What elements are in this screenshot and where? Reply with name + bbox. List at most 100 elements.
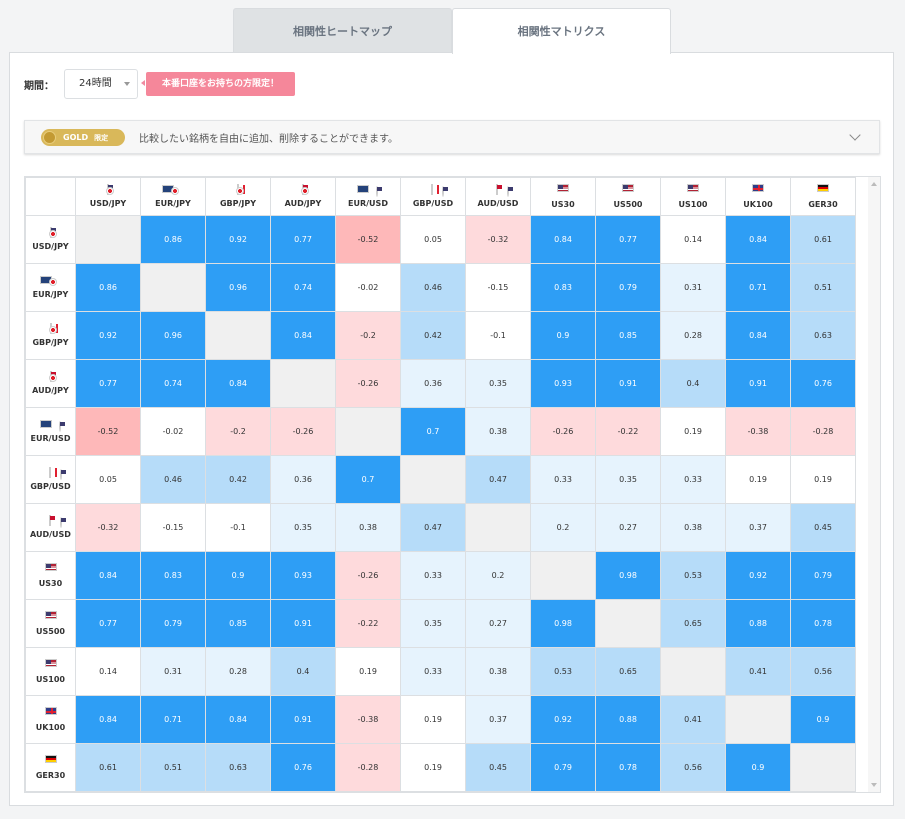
tab-correlation-heatmap[interactable]: 相関性ヒートマップ	[233, 8, 452, 53]
correlation-cell: 0.78	[595, 743, 661, 792]
correlation-cell: 0.93	[530, 359, 596, 408]
symbol-label: AUD/USD	[30, 530, 71, 539]
correlation-cell: 0.41	[660, 695, 726, 744]
correlation-cell	[270, 359, 336, 408]
correlation-cell: 0.4	[660, 359, 726, 408]
correlation-cell: 0.35	[400, 599, 466, 648]
correlation-cell: 0.37	[725, 503, 791, 552]
row-header: USD/JPY	[25, 215, 76, 264]
correlation-cell: 0.9	[205, 551, 271, 600]
correlation-cell: 0.77	[75, 359, 141, 408]
flag-pair-icon	[422, 184, 444, 197]
symbol-label: GER30	[808, 200, 838, 209]
correlation-cell: -0.26	[270, 407, 336, 456]
correlation-cell: -0.38	[335, 695, 401, 744]
correlation-cell: 0.65	[595, 647, 661, 696]
column-header: UK100	[725, 177, 791, 216]
correlation-cell: 0.42	[400, 311, 466, 360]
correlation-cell: 0.9	[725, 743, 791, 792]
matrix-panel: 期間： 24時間 本番口座をお持ちの方限定！ GOLD 限定 比較したい銘柄を自由…	[9, 52, 894, 806]
correlation-cell: 0.76	[270, 743, 336, 792]
symbol-label: US500	[36, 627, 65, 636]
correlation-cell: -0.28	[790, 407, 856, 456]
correlation-cell: 0.83	[140, 551, 206, 600]
correlation-cell: 0.46	[140, 455, 206, 504]
column-header: USD/JPY	[75, 177, 141, 216]
column-header: US30	[530, 177, 596, 216]
symbol-label: EUR/JPY	[32, 290, 69, 299]
correlation-cell: 0.35	[595, 455, 661, 504]
period-label: 期間：	[24, 81, 54, 92]
tab-correlation-matrix[interactable]: 相関性マトリクス	[452, 8, 671, 54]
row-header: UK100	[25, 695, 76, 744]
correlation-cell	[790, 743, 856, 792]
correlation-cell: 0.33	[660, 455, 726, 504]
correlation-cell: -0.26	[335, 551, 401, 600]
correlation-cell: 0.19	[400, 695, 466, 744]
row-header: AUD/JPY	[25, 359, 76, 408]
flag-pair-icon	[40, 467, 62, 480]
table-row: GER30 0.61 0.51 0.63 0.76 -0.28 0.19 0.45 0.79 0.…	[25, 743, 856, 792]
scroll-up-icon[interactable]	[871, 182, 877, 186]
correlation-cell: 0.31	[660, 263, 726, 312]
correlation-cell: 0.98	[595, 551, 661, 600]
correlation-cell: -0.22	[595, 407, 661, 456]
table-row: US500 0.77 0.79 0.85 0.91 -0.22 0.35 0.27 0.98 0.…	[25, 599, 856, 648]
table-row: GBP/USD 0.05 0.46 0.42 0.36 0.7 0.47 0.33 0.35 0.…	[25, 455, 856, 504]
flag-pair-icon	[39, 276, 62, 287]
index-marker-icon	[791, 193, 855, 198]
chevron-down-icon[interactable]	[849, 129, 861, 141]
flag-jp-icon	[48, 278, 57, 286]
flag-pair-icon	[292, 184, 314, 196]
correlation-cell: 0.27	[465, 599, 531, 648]
symbol-label: AUD/USD	[477, 199, 519, 208]
correlation-cell: 0.35	[270, 503, 336, 552]
index-marker-icon	[26, 620, 75, 625]
row-header: US100	[25, 647, 76, 696]
flag-us-icon	[376, 186, 378, 197]
correlation-cell: 0.2	[530, 503, 596, 552]
row-header: EUR/JPY	[25, 263, 76, 312]
flag-jp-icon	[48, 374, 57, 382]
gold-feature-bar[interactable]: GOLD 限定 比較したい銘柄を自由に追加、削除することができます。	[24, 120, 880, 154]
correlation-cell: -0.32	[465, 215, 531, 264]
correlation-cell: -0.02	[335, 263, 401, 312]
header-row: USD/JPY EUR/JPY GBP/JPY AUD/JPY EUR/USD GBP/U…	[25, 177, 856, 216]
gold-badge-label: GOLD	[63, 133, 89, 142]
flag-us-icon	[687, 184, 699, 192]
column-header: US500	[595, 177, 661, 216]
index-marker-icon	[531, 193, 595, 198]
symbol-label: US30	[38, 579, 63, 588]
correlation-cell: 0.38	[465, 647, 531, 696]
table-row: US30 0.84 0.83 0.9 0.93 -0.26 0.33 0.2 0.98 0.53 0…	[25, 551, 856, 600]
flag-us-icon	[44, 563, 57, 571]
correlation-cell: 0.76	[790, 359, 856, 408]
correlation-cell: 0.84	[270, 311, 336, 360]
flag-pair-icon	[40, 227, 62, 239]
column-header: AUD/USD	[465, 177, 531, 216]
symbol-label: EUR/USD	[348, 199, 388, 208]
correlation-cell: 0.77	[595, 215, 661, 264]
correlation-cell: 0.53	[530, 647, 596, 696]
correlation-cell: 0.74	[140, 359, 206, 408]
correlation-cell: 0.9	[530, 311, 596, 360]
correlation-cell: 0.77	[270, 215, 336, 264]
table-row: US100 0.14 0.31 0.28 0.4 0.19 0.33 0.38 0.53 0.65…	[25, 647, 856, 696]
correlation-cell: 0.19	[725, 455, 791, 504]
flag-jp-icon	[106, 187, 114, 195]
flag-pair-icon	[357, 185, 379, 197]
vertical-scrollbar[interactable]	[868, 177, 880, 792]
correlation-cell	[530, 551, 596, 600]
correlation-cell: 0.84	[725, 215, 791, 264]
scroll-down-icon[interactable]	[871, 783, 877, 787]
correlation-cell: 0.79	[140, 599, 206, 648]
period-select[interactable]: 24時間	[64, 69, 138, 99]
flag-de-icon	[44, 755, 57, 763]
flag-pair-icon	[40, 515, 62, 528]
correlation-cell: 0.2	[465, 551, 531, 600]
column-header: GBP/JPY	[205, 177, 271, 216]
symbol-label: UK100	[35, 723, 66, 732]
index-marker-icon	[26, 764, 75, 769]
correlation-cell: 0.86	[75, 263, 141, 312]
correlation-cell: 0.19	[400, 743, 466, 792]
